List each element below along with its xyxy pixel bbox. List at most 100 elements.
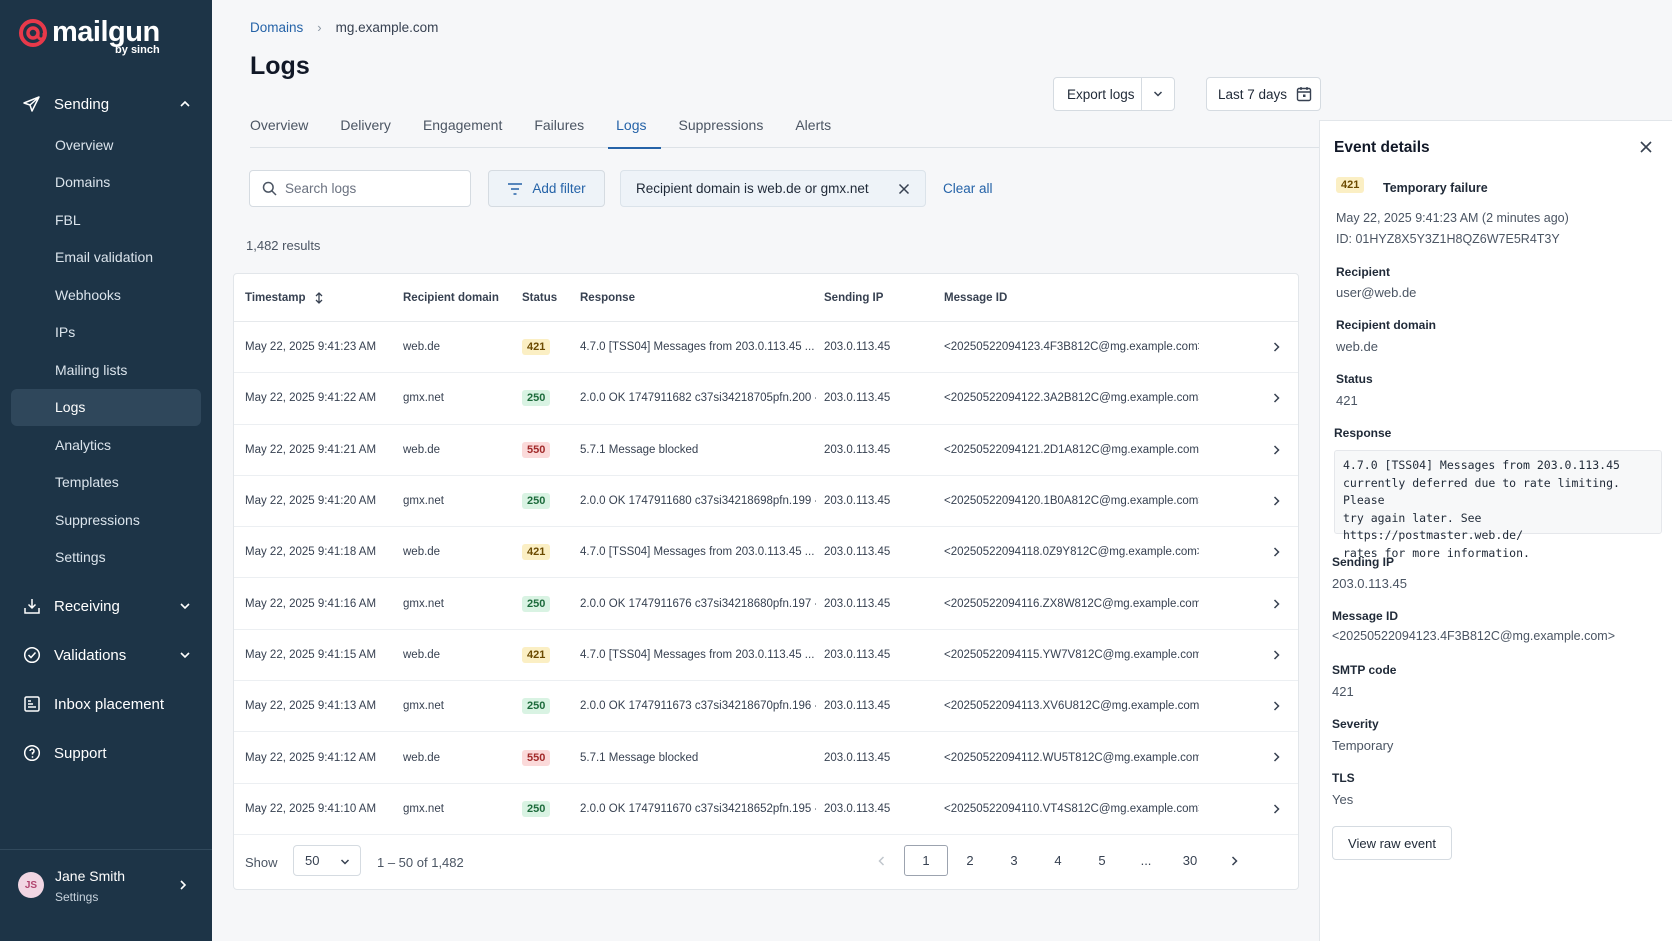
status-label: Temporary failure — [1383, 181, 1488, 195]
chevron-right-icon[interactable] — [1270, 598, 1282, 610]
tab-logs[interactable]: Logs — [608, 104, 662, 149]
cell-message-id: <20250522094112.WU5T812C@mg.example.com> — [944, 751, 1199, 764]
table-header: Timestamp Recipient domain Status Respon… — [234, 274, 1298, 322]
cell-sending-ip: 203.0.113.45 — [824, 648, 891, 661]
export-logs-button[interactable]: Export logs — [1053, 77, 1175, 111]
brand-name: mailgun — [52, 16, 160, 48]
user-name: Jane Smith — [55, 868, 126, 884]
sidebar-item-ips[interactable]: IPs — [55, 324, 76, 341]
page-button-4[interactable]: 4 — [1054, 853, 1062, 868]
column-header-timestamp[interactable]: Timestamp — [245, 292, 324, 304]
table-row[interactable]: May 22, 2025 9:41:18 AM web.de 421 4.7.0 [T… — [234, 527, 1298, 579]
chart-box-icon — [22, 694, 42, 714]
clear-all-link[interactable]: Clear all — [943, 181, 993, 196]
sidebar-item-templates[interactable]: Templates — [55, 474, 119, 491]
tab-engagement[interactable]: Engagement — [422, 117, 503, 133]
table-row[interactable]: May 22, 2025 9:41:21 AM web.de 550 5.7.1 Me… — [234, 425, 1298, 476]
response-code-block: 4.7.0 [TSS04] Messages from 203.0.113.45… — [1334, 450, 1662, 560]
chevron-right-icon[interactable] — [1270, 392, 1282, 404]
logs-table: Timestamp Recipient domain Status Respon… — [233, 273, 1299, 890]
export-dropdown-toggle[interactable] — [1141, 78, 1174, 110]
chevron-right-icon[interactable] — [1270, 444, 1282, 456]
cell-message-id: <20250522094123.4F3B812C@mg.example.com> — [944, 341, 1199, 354]
tab-delivery[interactable]: Delivery — [340, 117, 391, 133]
table-row[interactable]: May 22, 2025 9:41:13 AM gmx.net 250 2.0.0 O… — [234, 681, 1298, 733]
field-value-recipient: user@web.de — [1336, 285, 1417, 300]
sidebar-section-receiving[interactable]: Receiving — [0, 590, 212, 622]
sidebar-section-sending[interactable]: Sending — [0, 88, 212, 120]
column-header-sending-ip: Sending IP — [824, 292, 884, 304]
sidebar-section-support[interactable]: Support — [0, 737, 212, 769]
search-input[interactable] — [285, 181, 455, 196]
table-row[interactable]: May 22, 2025 9:41:15 AM web.de 421 4.7.0 [T… — [234, 630, 1298, 682]
sidebar-item-logs[interactable]: Logs — [11, 388, 201, 426]
field-label-tls: TLS — [1332, 771, 1355, 785]
user-menu[interactable]: JS Jane Smith Settings — [0, 849, 212, 941]
page-button-5[interactable]: 5 — [1098, 853, 1106, 868]
cell-timestamp: May 22, 2025 9:41:16 AM — [245, 597, 377, 610]
cell-timestamp: May 22, 2025 9:41:20 AM — [245, 495, 377, 508]
filter-chip[interactable]: Recipient domain is web.de or gmx.net — [620, 170, 926, 207]
next-page-button[interactable] — [1212, 845, 1256, 876]
chevron-right-icon[interactable] — [1270, 495, 1282, 507]
close-icon[interactable] — [897, 182, 911, 196]
add-filter-button[interactable]: Add filter — [488, 170, 605, 207]
cell-recipient-domain: gmx.net — [403, 392, 444, 405]
tab-overview[interactable]: Overview — [250, 117, 309, 133]
column-header-status: Status — [522, 292, 558, 304]
tab-suppressions[interactable]: Suppressions — [678, 117, 764, 133]
tab-alerts[interactable]: Alerts — [795, 117, 832, 133]
tab-failures[interactable]: Failures — [534, 117, 585, 133]
cell-timestamp: May 22, 2025 9:41:21 AM — [245, 443, 377, 456]
sidebar-item-mailing-lists[interactable]: Mailing lists — [55, 361, 128, 378]
cell-sending-ip: 203.0.113.45 — [824, 751, 891, 764]
chevron-left-icon — [878, 855, 885, 866]
event-details-panel: Event details 421 Temporary failure May … — [1319, 120, 1672, 941]
sidebar-item-suppressions[interactable]: Suppressions — [55, 511, 140, 528]
page-button-2[interactable]: 2 — [966, 853, 974, 868]
send-icon — [22, 94, 42, 114]
cell-response: 2.0.0 OK 1747911673 c37si34218670pfn.196… — [580, 700, 816, 713]
sidebar-section-validations[interactable]: Validations — [0, 639, 212, 671]
sidebar-section-inbox-placement[interactable]: Inbox placement — [0, 688, 212, 720]
page-button-30[interactable]: 30 — [1182, 853, 1198, 868]
page-button-3[interactable]: 3 — [1010, 853, 1018, 868]
sidebar-item-settings[interactable]: Settings — [55, 549, 106, 566]
field-value-status: 421 — [1336, 393, 1358, 408]
brand-logo[interactable]: mailgun by sinch — [18, 18, 160, 56]
sidebar-item-analytics[interactable]: Analytics — [55, 436, 112, 453]
sidebar-item-email-validation[interactable]: Email validation — [55, 249, 154, 266]
breadcrumb: Domains › mg.example.com — [250, 20, 438, 35]
chevron-right-icon[interactable] — [1270, 341, 1282, 353]
sidebar-nav: Sending Overview Domains FBL Email valid… — [0, 88, 212, 769]
table-row[interactable]: May 22, 2025 9:41:10 AM gmx.net 250 2.0.0 O… — [234, 784, 1298, 835]
status-badge: 250 — [522, 800, 551, 817]
table-row[interactable]: May 22, 2025 9:41:22 AM gmx.net 250 2.0.0 O… — [234, 373, 1298, 425]
cell-message-id: <20250522094113.XV6U812C@mg.example.com> — [944, 700, 1199, 713]
table-row[interactable]: May 22, 2025 9:41:12 AM web.de 550 5.7.1 Me… — [234, 732, 1298, 784]
sidebar-item-overview[interactable]: Overview — [55, 136, 114, 153]
chevron-right-icon[interactable] — [1270, 649, 1282, 661]
sidebar-item-fbl[interactable]: FBL — [55, 211, 81, 228]
sidebar-section-label: Receiving — [54, 597, 120, 615]
prev-page-button[interactable] — [860, 845, 904, 876]
cell-recipient-domain: web.de — [403, 751, 441, 764]
page-button-1[interactable]: 1 — [904, 845, 948, 876]
chevron-right-icon[interactable] — [1270, 700, 1282, 712]
table-row[interactable]: May 22, 2025 9:41:20 AM gmx.net 250 2.0.0 O… — [234, 476, 1298, 528]
sidebar-item-domains[interactable]: Domains — [55, 174, 111, 191]
view-raw-event-button[interactable]: View raw event — [1332, 826, 1452, 860]
sidebar-item-webhooks[interactable]: Webhooks — [55, 286, 121, 303]
date-range-button[interactable]: Last 7 days — [1206, 77, 1321, 111]
table-row[interactable]: May 22, 2025 9:41:23 AM web.de 421 4.7.0 [T… — [234, 322, 1298, 374]
chevron-right-icon[interactable] — [1270, 751, 1282, 763]
table-row[interactable]: May 22, 2025 9:41:16 AM gmx.net 250 2.0.0 O… — [234, 579, 1298, 630]
chevron-right-icon[interactable] — [1270, 803, 1282, 815]
close-icon[interactable] — [1638, 139, 1654, 155]
breadcrumb-domains-link[interactable]: Domains — [250, 20, 304, 35]
field-value-sending-ip: 203.0.113.45 — [1332, 576, 1407, 591]
cell-message-id: <20250522094116.ZX8W812C@mg.example.com> — [944, 597, 1199, 610]
chevron-right-icon[interactable] — [1270, 546, 1282, 558]
field-label-severity: Severity — [1332, 717, 1379, 731]
per-page-select[interactable]: 50 — [293, 845, 361, 876]
